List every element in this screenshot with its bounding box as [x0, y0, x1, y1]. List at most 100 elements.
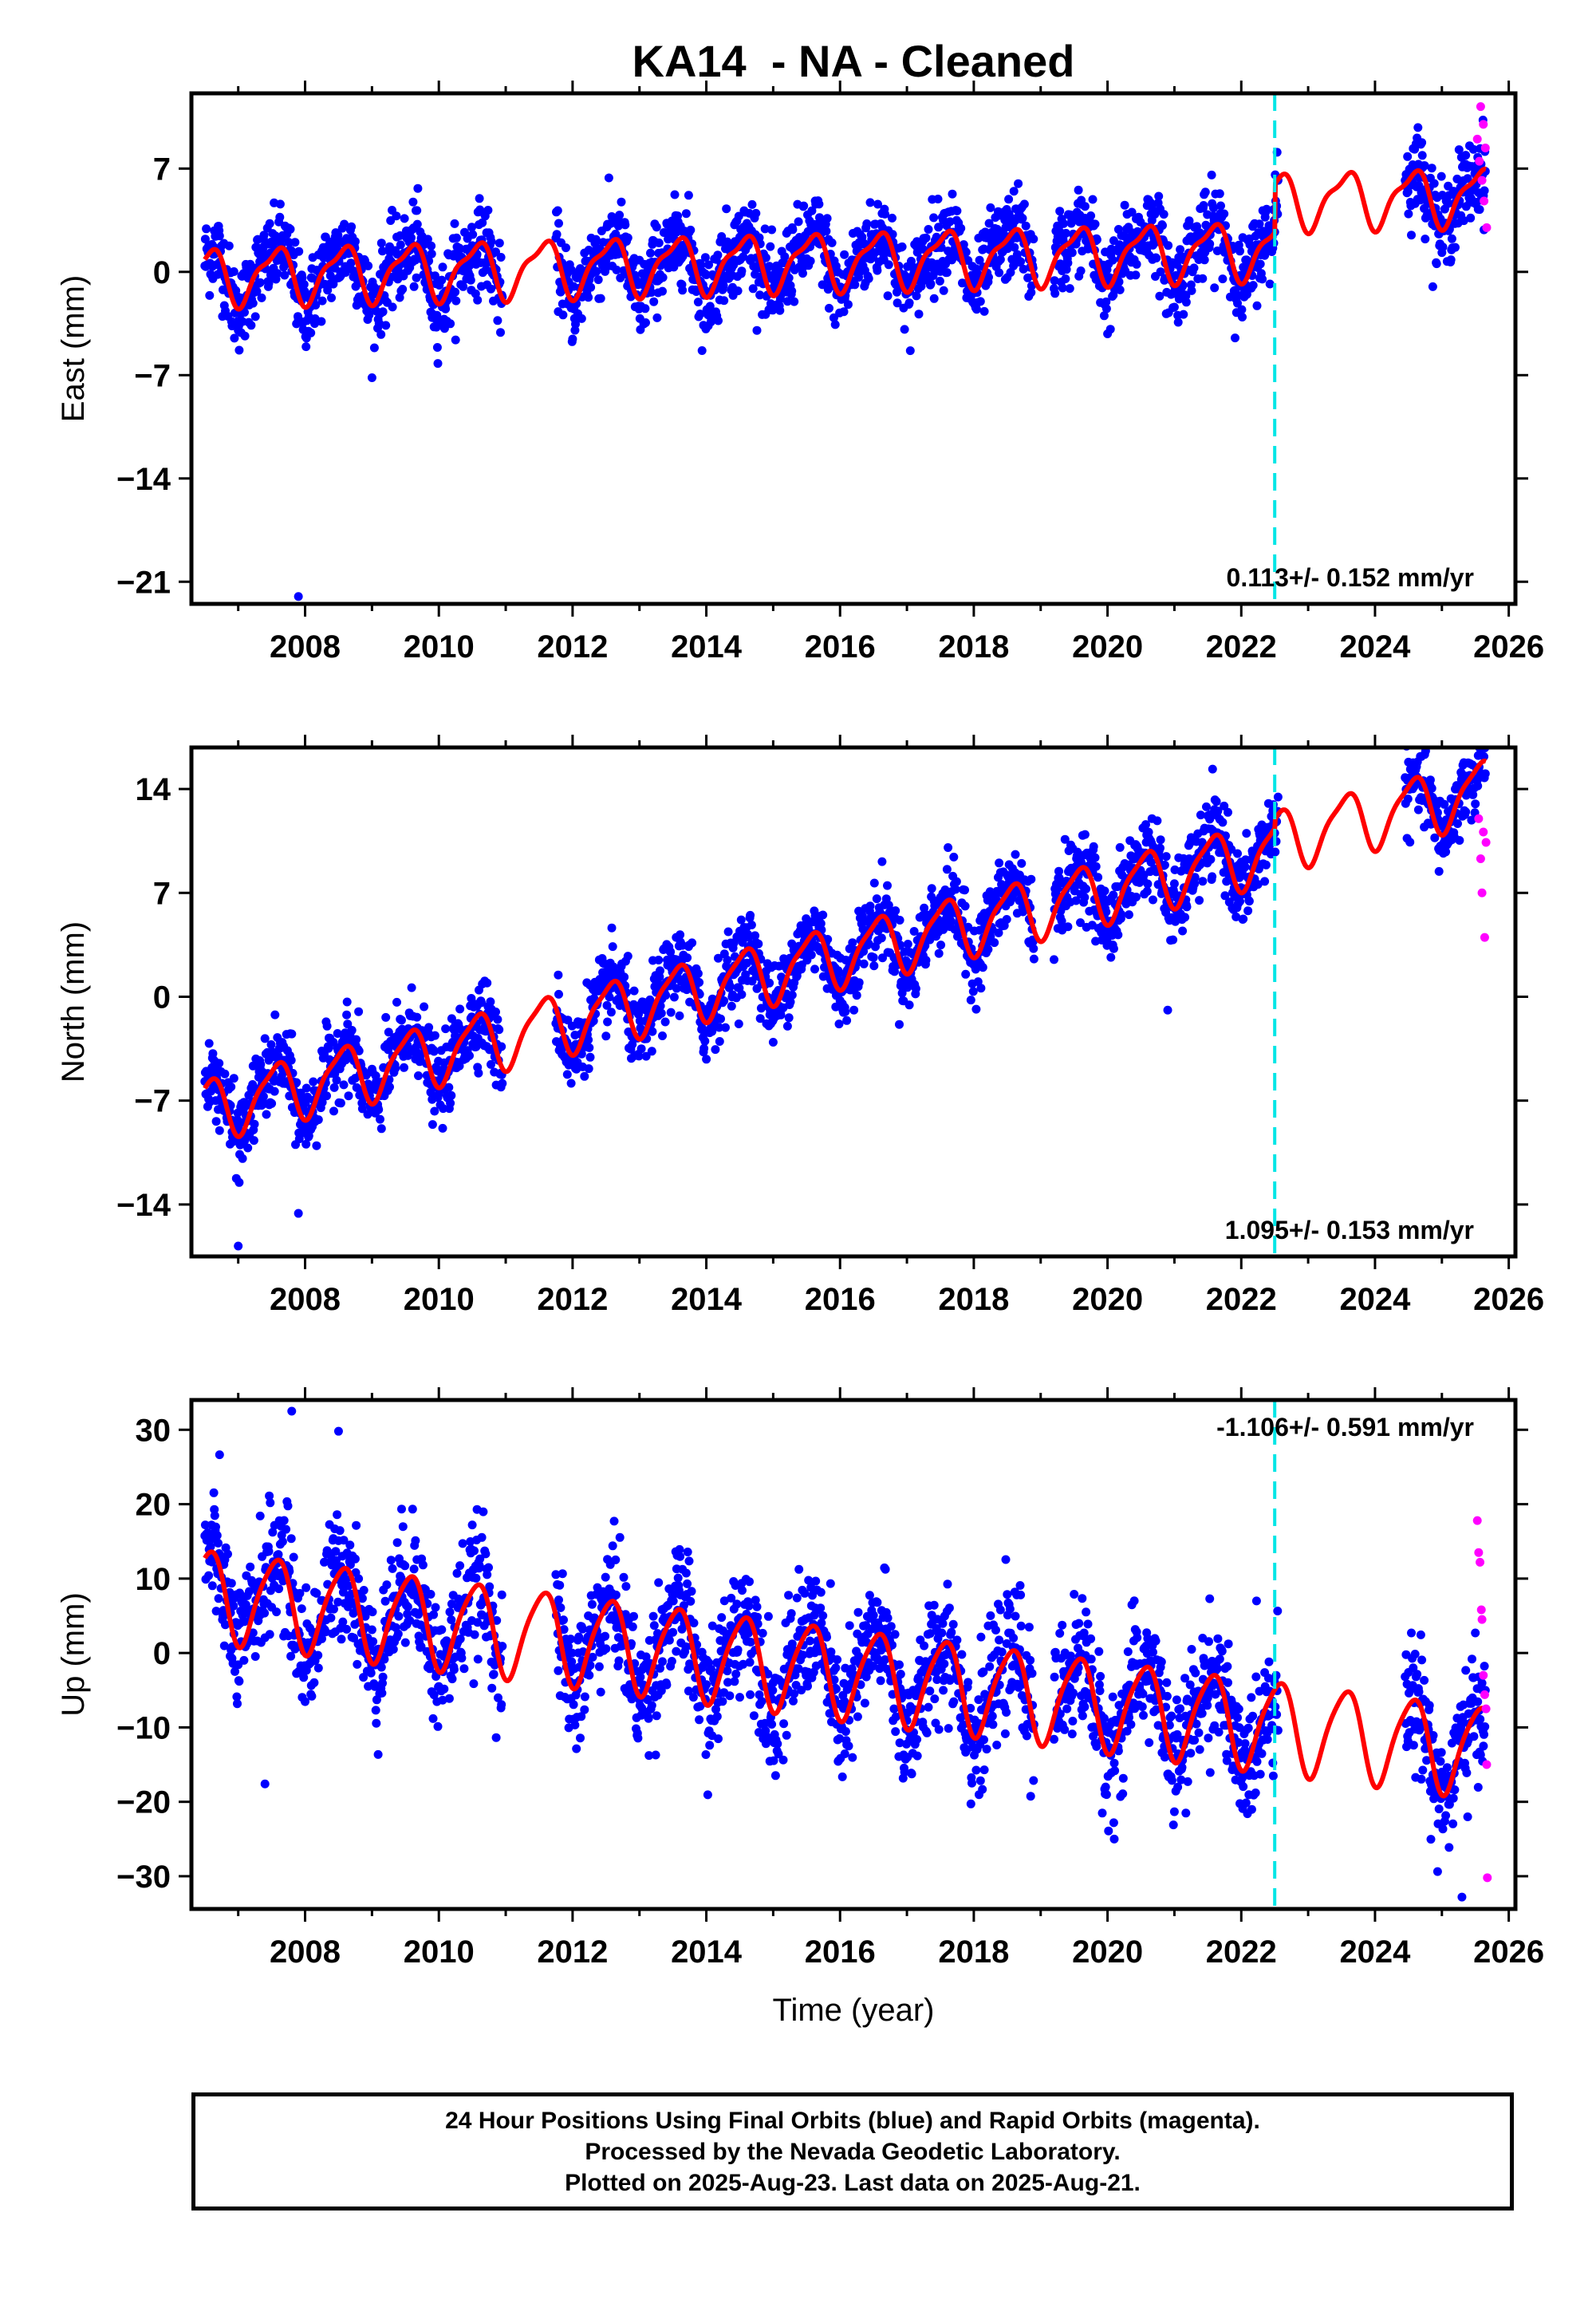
data-point — [317, 1098, 327, 1107]
data-point — [498, 1079, 507, 1088]
data-point — [322, 1091, 331, 1101]
data-point — [200, 235, 210, 244]
data-point — [1200, 187, 1210, 197]
data-point — [367, 1625, 376, 1635]
data-point — [995, 858, 1004, 868]
data-point — [1179, 310, 1188, 319]
data-point — [939, 925, 948, 934]
rapid-point — [1479, 827, 1488, 837]
data-point — [666, 947, 676, 956]
data-point — [1261, 860, 1271, 870]
data-point — [675, 1011, 684, 1020]
data-point — [1453, 819, 1462, 828]
data-point — [1198, 877, 1208, 886]
data-point — [486, 997, 495, 1007]
data-point — [412, 206, 422, 215]
data-point — [1248, 281, 1258, 290]
data-point — [873, 199, 882, 209]
data-point — [737, 266, 747, 276]
data-point — [246, 321, 256, 330]
page-title: KA14 - NA - Cleaned — [632, 36, 1075, 86]
data-point — [1105, 325, 1115, 334]
data-point — [286, 224, 295, 234]
y-tick-label: −7 — [134, 1084, 171, 1119]
data-point — [1429, 179, 1439, 188]
data-point — [214, 1538, 223, 1548]
data-point — [580, 1071, 589, 1081]
data-point — [272, 1607, 282, 1617]
data-point — [240, 331, 250, 341]
data-point — [936, 941, 946, 950]
data-point — [711, 1045, 720, 1055]
data-point — [890, 967, 899, 976]
data-point — [959, 240, 968, 250]
data-point — [243, 1143, 253, 1153]
data-point — [350, 237, 360, 246]
data-point — [697, 346, 707, 355]
data-point — [707, 317, 715, 326]
data-point — [324, 1043, 333, 1053]
data-point — [799, 201, 809, 211]
data-point — [1067, 248, 1077, 258]
rapid-point — [1480, 933, 1489, 942]
data-point — [1213, 807, 1223, 816]
data-point — [1018, 214, 1027, 223]
data-point — [367, 373, 376, 382]
data-point — [966, 996, 975, 1005]
data-point — [848, 938, 857, 948]
data-point — [212, 1531, 222, 1540]
data-point — [1202, 802, 1211, 811]
data-point — [224, 241, 234, 250]
data-point — [893, 287, 901, 297]
data-point — [629, 986, 639, 996]
rapid-point — [1475, 156, 1484, 166]
data-point — [924, 225, 933, 234]
data-point — [904, 1000, 914, 1010]
data-point — [696, 310, 705, 319]
data-point — [1220, 891, 1230, 901]
velocity-rate-label: 0.113+/- 0.152 mm/yr — [1227, 563, 1474, 592]
data-point — [1190, 879, 1200, 889]
data-point — [487, 1059, 495, 1069]
data-point — [1239, 914, 1248, 924]
data-point — [755, 1014, 765, 1023]
data-point — [378, 246, 387, 256]
data-point — [345, 1540, 355, 1550]
data-point — [699, 1043, 709, 1053]
data-point — [912, 291, 921, 301]
data-point — [301, 1083, 311, 1093]
data-point — [661, 991, 671, 1000]
data-point — [790, 297, 799, 306]
data-point — [705, 302, 715, 311]
data-point — [432, 310, 442, 320]
data-point — [250, 312, 260, 321]
data-point — [883, 291, 893, 301]
data-point — [493, 1015, 502, 1024]
data-point — [354, 1046, 364, 1055]
data-point — [914, 310, 924, 319]
y-tick-label: 0 — [153, 255, 171, 290]
chart-panel-1: 2008 2010 2012 2014 2016 2018 2020 2022 2024 2026… — [56, 730, 1544, 1317]
data-point — [250, 1652, 260, 1661]
data-point — [577, 314, 586, 323]
data-point — [283, 1501, 293, 1511]
data-point — [767, 225, 777, 235]
data-point — [849, 1005, 859, 1015]
data-point — [260, 1608, 270, 1618]
data-point — [1464, 735, 1473, 743]
data-point — [1231, 333, 1239, 343]
x-tick-label: 2026 — [1473, 629, 1544, 665]
data-point — [495, 1025, 504, 1035]
data-point — [746, 910, 755, 920]
data-point — [477, 998, 486, 1008]
y-tick-label: 7 — [153, 152, 171, 187]
rapid-point — [1477, 175, 1487, 185]
data-point — [1421, 235, 1430, 244]
data-point — [1438, 243, 1448, 252]
data-point — [1407, 730, 1416, 739]
x-tick-label: 2008 — [270, 629, 341, 665]
data-point — [607, 923, 617, 933]
data-point — [1255, 219, 1264, 229]
data-point — [275, 199, 285, 209]
data-point — [1471, 799, 1480, 809]
